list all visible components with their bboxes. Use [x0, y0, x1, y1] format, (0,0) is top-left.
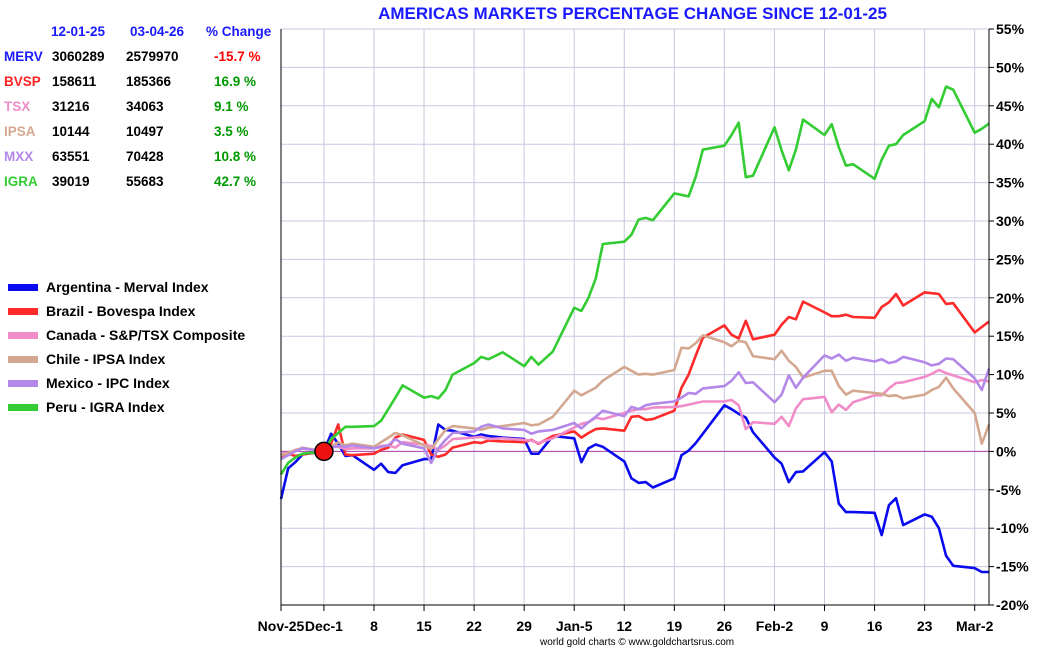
- legend-swatch: [8, 308, 38, 315]
- y-tick-label: 5%: [996, 405, 1017, 421]
- x-tick-label: Mar-2: [956, 618, 994, 634]
- start-value: 3060289: [52, 49, 105, 64]
- legend-label: Canada - S&P/TSX Composite: [46, 327, 246, 343]
- legend-swatch: [8, 332, 38, 339]
- chart-title: AMERICAS MARKETS PERCENTAGE CHANGE SINCE…: [378, 4, 887, 23]
- credit-text: world gold charts © www.goldchartsrus.co…: [540, 637, 735, 648]
- ticker-name: TSX: [4, 99, 31, 114]
- x-tick-label: Dec-1: [305, 618, 343, 634]
- start-value: 158611: [52, 74, 97, 89]
- ticker-name: MXX: [4, 149, 34, 164]
- legend-label: Brazil - Bovespa Index: [46, 303, 196, 319]
- change-value: -15.7 %: [214, 49, 261, 64]
- y-tick-label: -10%: [996, 520, 1029, 536]
- y-tick-label: 0%: [996, 443, 1017, 459]
- plot-area: [281, 29, 989, 605]
- y-tick-label: 45%: [996, 98, 1025, 114]
- start-value: 63551: [52, 149, 90, 164]
- legend-label: Mexico - IPC Index: [46, 375, 170, 391]
- grid-layer: [280, 28, 989, 606]
- x-tick-label: 16: [867, 618, 883, 634]
- axis-layer: -20% -15% -10% -5% 0% 5% 10% 15% 20% 25% 30% 35% 40%…: [258, 21, 1030, 634]
- x-tick-label: 8: [370, 618, 378, 634]
- series-line-0: [279, 403, 989, 574]
- x-tick-label: 23: [917, 618, 933, 634]
- ticker-name: IPSA: [4, 124, 36, 139]
- series-line-4: [280, 353, 991, 465]
- y-tick-label: 10%: [996, 367, 1025, 383]
- change-value: 16.9 %: [214, 74, 257, 89]
- legend-swatch: [8, 404, 38, 411]
- x-tick-label: 29: [516, 618, 532, 634]
- baseline-marker: [314, 441, 334, 462]
- legend-label: Chile - IPSA Index: [46, 351, 166, 367]
- start-value: 39019: [52, 174, 90, 189]
- start-value: 31216: [52, 99, 90, 114]
- y-tick-label: 15%: [996, 328, 1025, 344]
- end-value: 34063: [126, 99, 164, 114]
- series-layer: [279, 85, 991, 574]
- y-tick-label: 55%: [996, 21, 1025, 37]
- y-tick-label: 30%: [996, 213, 1025, 229]
- x-tick-label: Nov-25: [258, 618, 305, 634]
- end-value: 185366: [126, 74, 172, 89]
- end-value: 70428: [126, 149, 164, 164]
- x-tick-label: Feb-2: [756, 618, 794, 634]
- x-tick-label: 12: [616, 618, 632, 634]
- series-line-3: [280, 334, 991, 457]
- ticker-name: MERV: [4, 49, 43, 64]
- x-tick-label: Jan-5: [556, 618, 593, 634]
- y-tick-label: -5%: [996, 482, 1021, 498]
- x-tick-label: 22: [466, 618, 482, 634]
- x-tick-label: 26: [717, 618, 733, 634]
- ticker-name: IGRA: [4, 174, 38, 189]
- y-tick-label: 50%: [996, 59, 1025, 75]
- legend-label: Peru - IGRA Index: [46, 399, 165, 415]
- y-tick-label: 20%: [996, 290, 1025, 306]
- y-tick-label: -15%: [996, 559, 1029, 575]
- legend-swatch: [8, 356, 38, 363]
- y-tick-label: 25%: [996, 251, 1025, 267]
- end-value: 2579970: [126, 49, 179, 64]
- header-start-date: 12-01-25: [51, 24, 106, 39]
- y-tick-label: -20%: [996, 597, 1029, 613]
- change-value: 3.5 %: [214, 124, 249, 139]
- start-value: 10144: [52, 124, 90, 139]
- x-tick-label: 19: [667, 618, 683, 634]
- change-value: 42.7 %: [214, 174, 257, 189]
- change-value: 10.8 %: [214, 149, 257, 164]
- header-end-date: 03-04-26: [130, 24, 185, 39]
- y-tick-label: 35%: [996, 175, 1025, 191]
- series-line-5: [279, 85, 990, 476]
- x-tick-label: 15: [416, 618, 432, 634]
- series-line-2: [280, 368, 990, 455]
- legend-label: Argentina - Merval Index: [46, 279, 209, 295]
- x-tick-label: 9: [821, 618, 829, 634]
- legend-swatch: [8, 284, 38, 291]
- y-tick-label: 40%: [996, 136, 1025, 152]
- header-percent-change: % Change: [206, 24, 272, 39]
- ticker-name: BVSP: [4, 74, 41, 89]
- legend-swatch: [8, 380, 38, 387]
- change-value: 9.1 %: [214, 99, 249, 114]
- end-value: 55683: [126, 174, 164, 189]
- end-value: 10497: [126, 124, 164, 139]
